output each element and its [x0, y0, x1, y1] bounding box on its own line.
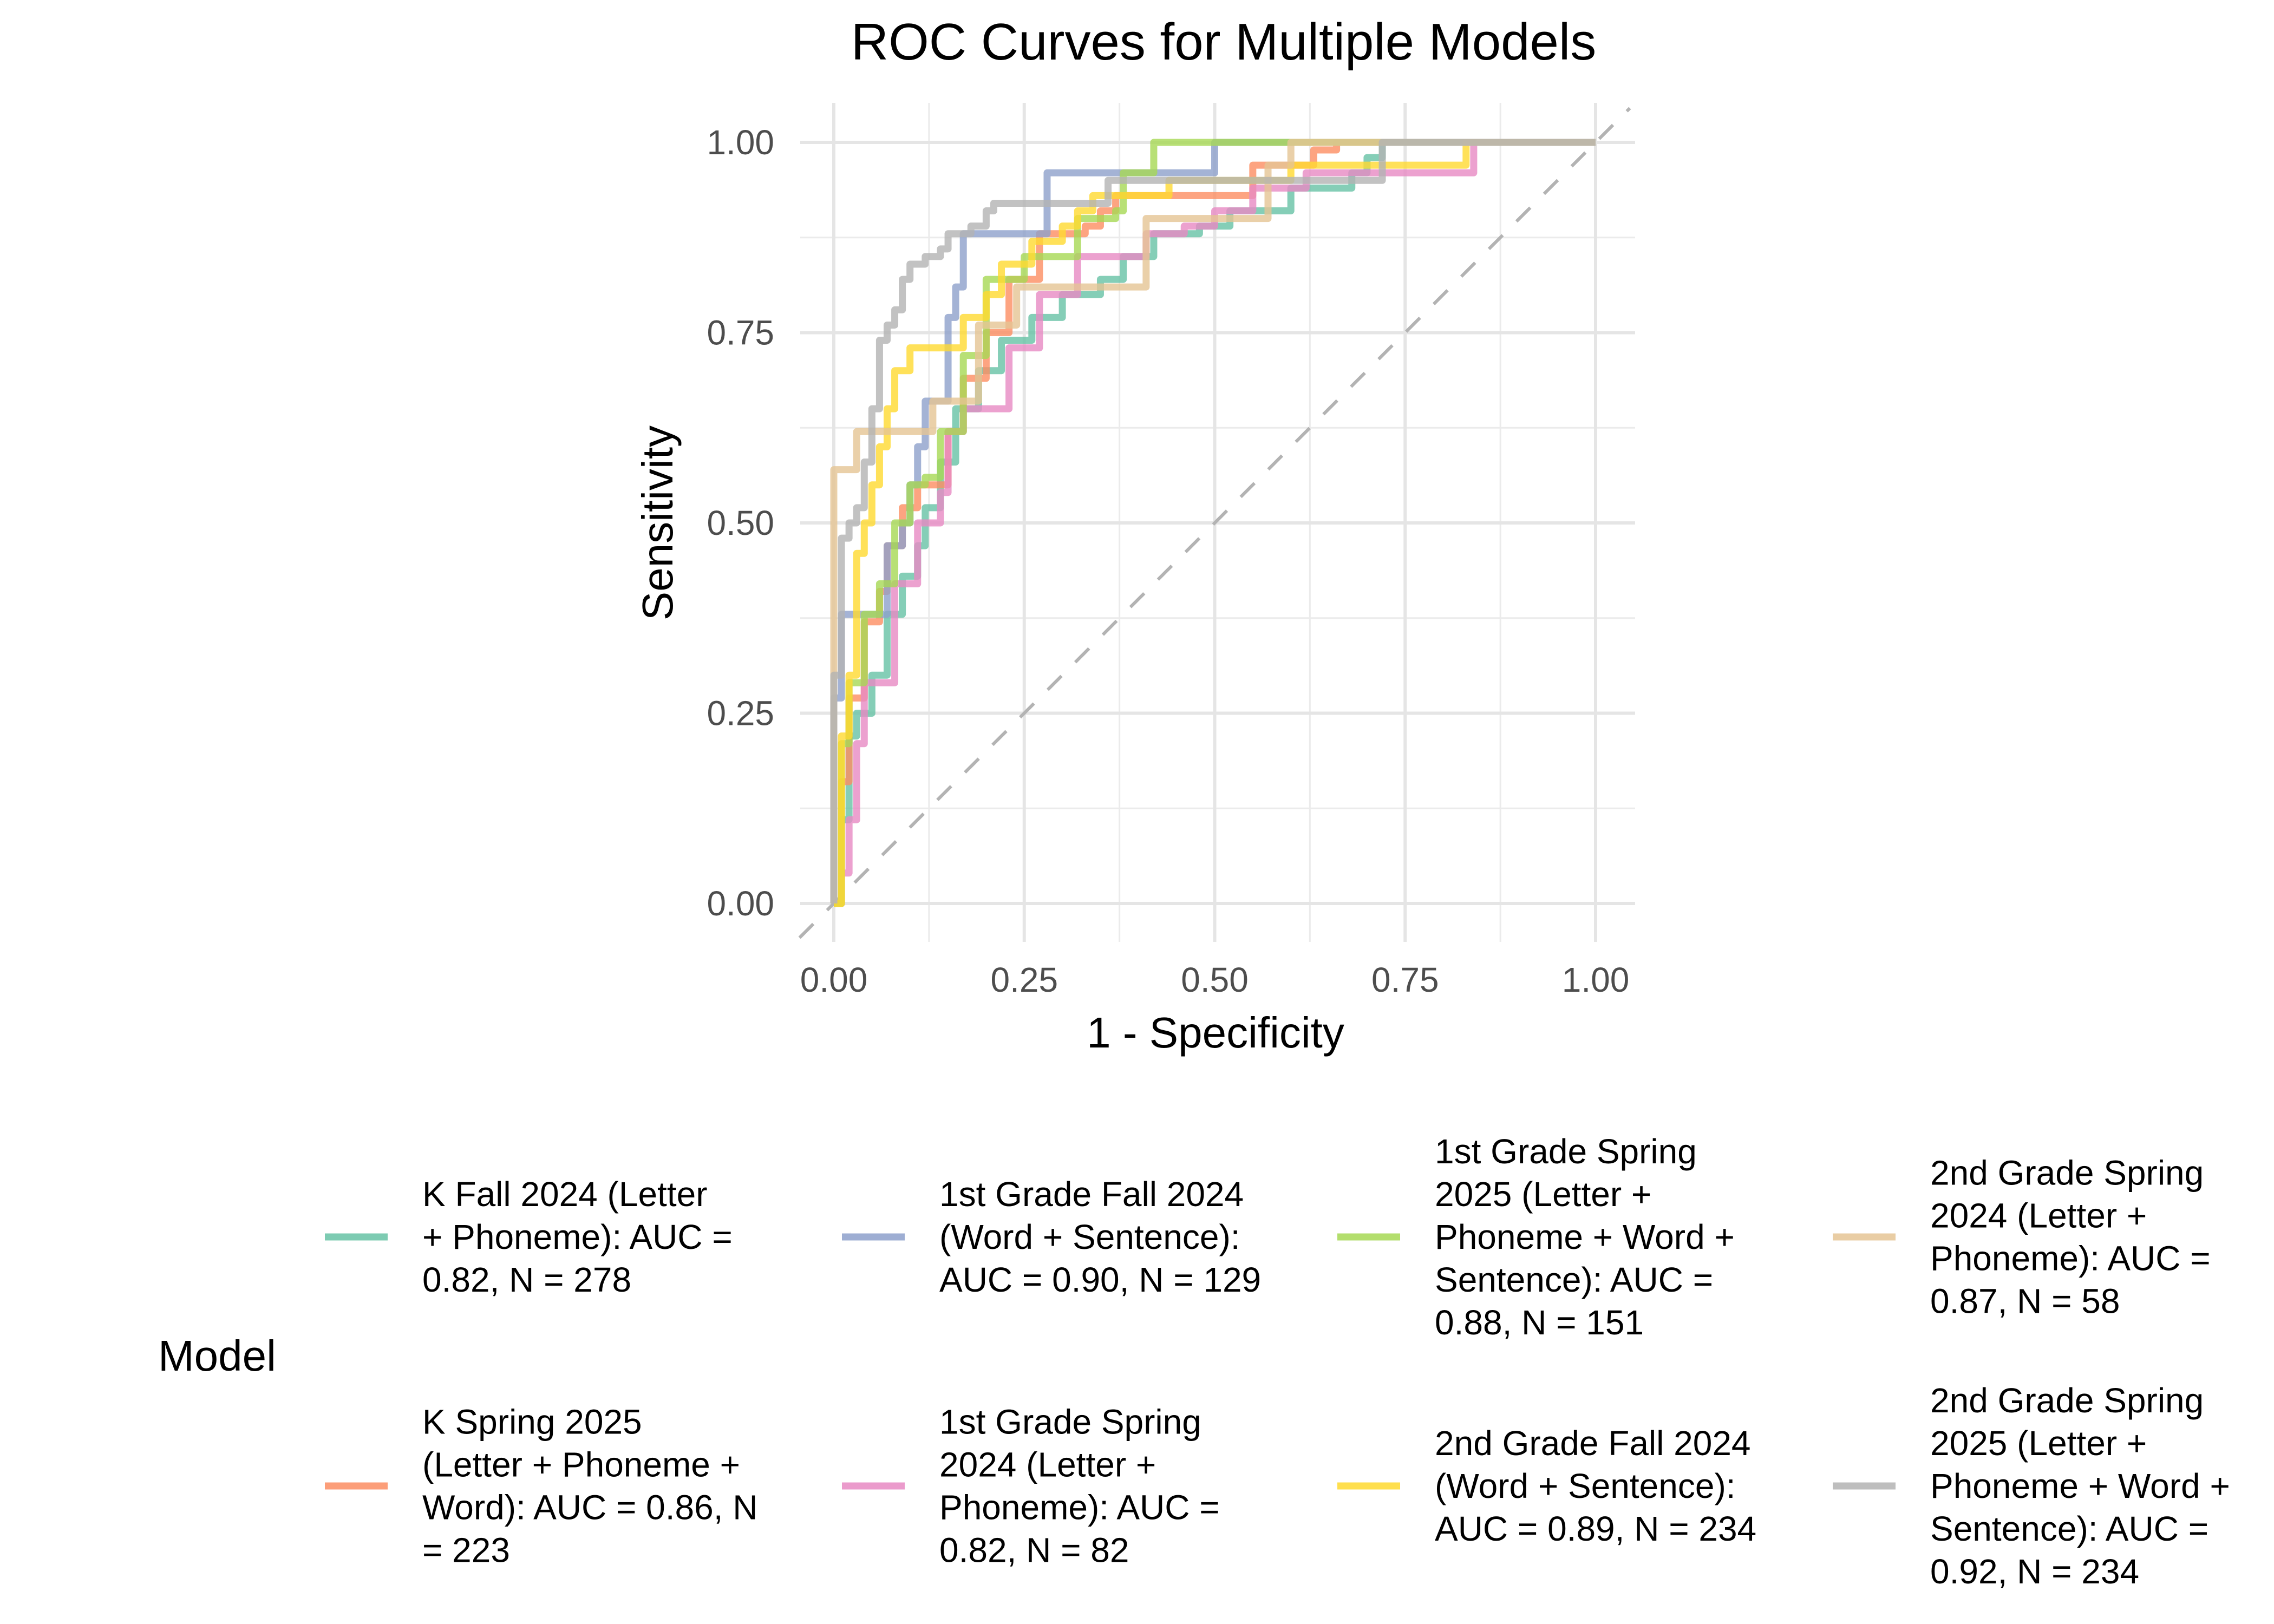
- legend-label-line: Phoneme): AUC =: [939, 1488, 1220, 1527]
- legend-item: 1st Grade Fall 2024(Word + Sentence): AUC…: [842, 1175, 1261, 1299]
- legend-label-line: 2024 (Letter +: [1930, 1196, 2147, 1235]
- legend-label-line: (Letter + Phoneme +: [422, 1445, 740, 1484]
- legend-label-line: 0.92, N = 234: [1930, 1552, 2139, 1591]
- legend-label-line: Phoneme + Word +: [1435, 1217, 1735, 1256]
- legend-label-line: 1st Grade Spring: [1435, 1132, 1697, 1171]
- y-axis-ticks: 0.00 0.25 0.50 0.75 1.00: [707, 123, 774, 923]
- legend-label-line: (Word + Sentence):: [939, 1217, 1240, 1256]
- legend-item: K Spring 2025(Letter + Phoneme + Word): A…: [325, 1403, 758, 1570]
- legend-item: 1st Grade Spring 2025 (Letter +Phoneme + …: [1337, 1132, 1735, 1342]
- legend-label-line: K Spring 2025: [422, 1403, 642, 1442]
- x-tick-label: 0.75: [1371, 960, 1439, 999]
- legend-label-line: 2025 (Letter +: [1930, 1424, 2147, 1463]
- reference-diagonal-line: [798, 107, 1631, 939]
- x-tick-label: 0.25: [990, 960, 1058, 999]
- x-axis-title: 1 - Specificity: [1087, 1009, 1344, 1057]
- roc-curves: [830, 139, 1596, 907]
- legend-label-line: 0.88, N = 151: [1435, 1303, 1644, 1342]
- chart-title: ROC Curves for Multiple Models: [851, 13, 1596, 71]
- legend-label-line: 1st Grade Fall 2024: [939, 1175, 1244, 1214]
- x-tick-label: 0.50: [1181, 960, 1249, 999]
- legend-item: 2nd Grade Spring 2025 (Letter +Phoneme + …: [1833, 1381, 2230, 1591]
- legend-items: K Fall 2024 (Letter+ Phoneme): AUC = 0.82…: [325, 1132, 2230, 1591]
- legend-label-line: K Fall 2024 (Letter: [422, 1175, 708, 1214]
- legend-label-line: = 223: [422, 1531, 510, 1570]
- legend-item: K Fall 2024 (Letter+ Phoneme): AUC = 0.82…: [325, 1175, 733, 1299]
- y-tick-label: 0.25: [707, 694, 774, 733]
- legend-label-line: 0.82, N = 278: [422, 1260, 631, 1299]
- y-tick-label: 0.00: [707, 884, 774, 923]
- legend-label-line: AUC = 0.89, N = 234: [1435, 1509, 1756, 1548]
- legend-label-line: 1st Grade Spring: [939, 1403, 1201, 1442]
- legend-label-line: 2025 (Letter +: [1435, 1175, 1651, 1214]
- y-tick-label: 0.50: [707, 503, 774, 542]
- y-axis-title: Sensitivity: [633, 425, 682, 620]
- roc-curve-5: [834, 139, 1596, 907]
- legend-label-line: Sentence): AUC =: [1435, 1260, 1713, 1299]
- legend-label-line: AUC = 0.90, N = 129: [939, 1260, 1261, 1299]
- legend-label-line: Phoneme): AUC =: [1930, 1239, 2211, 1278]
- roc-curve-8: [830, 139, 1596, 903]
- legend-label-line: 2024 (Letter +: [939, 1445, 1156, 1484]
- legend: Model K Fall 2024 (Letter+ Phoneme): AUC…: [158, 1132, 2230, 1591]
- legend-label-line: 2nd Grade Spring: [1930, 1154, 2204, 1193]
- legend-label-line: 0.82, N = 82: [939, 1531, 1129, 1570]
- legend-item: 2nd Grade Fall 2024(Word + Sentence): AUC…: [1337, 1424, 1756, 1548]
- legend-label-line: 2nd Grade Fall 2024: [1435, 1424, 1751, 1463]
- x-tick-label: 0.00: [800, 960, 868, 999]
- legend-label-line: 0.87, N = 58: [1930, 1282, 2120, 1321]
- roc-curve-6: [834, 139, 1596, 907]
- legend-label-line: Word): AUC = 0.86, N: [422, 1488, 758, 1527]
- x-tick-label: 1.00: [1562, 960, 1630, 999]
- y-tick-label: 0.75: [707, 313, 774, 352]
- roc-curve-2: [834, 139, 1596, 907]
- plot-panel: [798, 103, 1635, 942]
- legend-label-line: 2nd Grade Spring: [1930, 1381, 2204, 1420]
- legend-label-line: (Word + Sentence):: [1435, 1466, 1736, 1505]
- legend-title: Model: [158, 1332, 276, 1380]
- x-axis-ticks: 0.00 0.25 0.50 0.75 1.00: [800, 960, 1630, 999]
- legend-label-line: Sentence): AUC =: [1930, 1509, 2208, 1548]
- legend-label-line: Phoneme + Word +: [1930, 1466, 2230, 1505]
- legend-label-line: + Phoneme): AUC =: [422, 1217, 733, 1256]
- y-tick-label: 1.00: [707, 123, 774, 162]
